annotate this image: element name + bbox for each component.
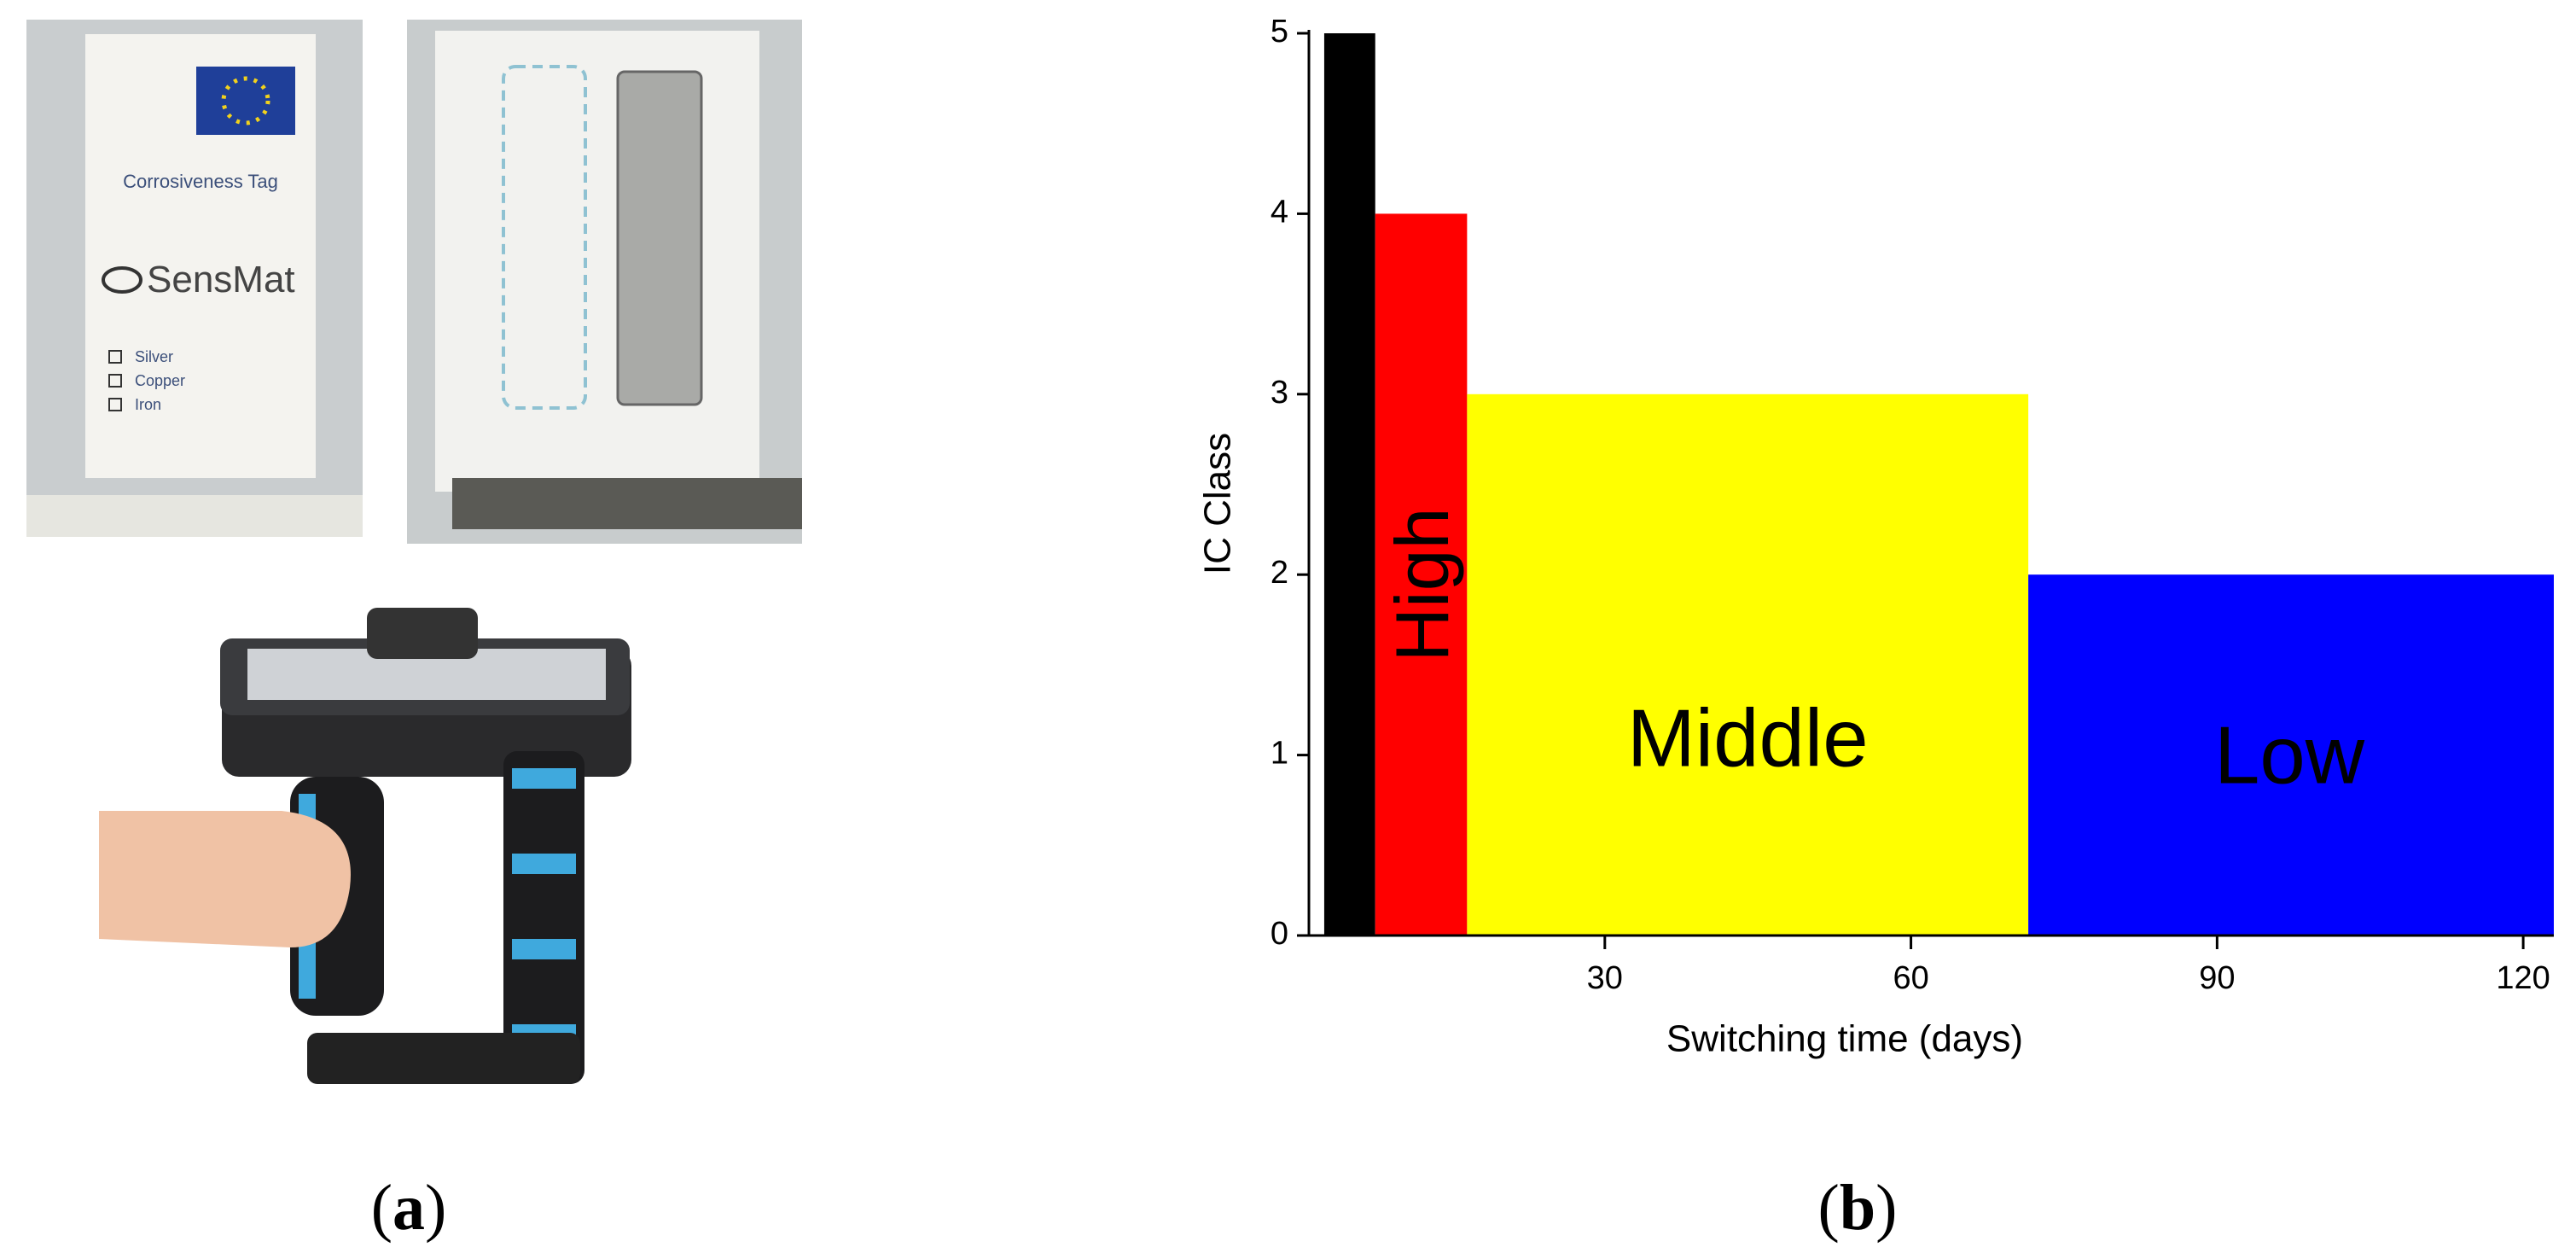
- tag-card: [435, 31, 759, 492]
- panel-label: (a): [371, 1172, 447, 1244]
- scanner-photo: [99, 608, 631, 1084]
- tag-option: Copper: [135, 372, 185, 389]
- bar: [1323, 33, 1375, 936]
- bar: [2028, 574, 2554, 936]
- chart: High Middle Low 0 1 2 3 4 5 30 60 90 120 Switching ti…: [1197, 14, 2554, 1060]
- panel-letter: b: [1840, 1172, 1875, 1244]
- bar-annotation: Low: [2214, 709, 2365, 801]
- tag-back-photo: [407, 20, 802, 544]
- y-tick-label: 1: [1271, 736, 1288, 772]
- x-axis-label: Switching time (days): [1666, 1018, 2023, 1060]
- tag-photo: Corrosiveness Tag SensMat Silver Copper Ir…: [26, 20, 363, 537]
- phone-clamp: [367, 608, 478, 659]
- bar-annotation: High: [1380, 508, 1464, 662]
- checkbox: [108, 374, 122, 388]
- x-tick-label: 60: [1893, 960, 1928, 996]
- y-tick-label: 3: [1271, 375, 1288, 411]
- checkbox: [108, 398, 122, 411]
- base: [307, 1033, 580, 1084]
- handle: [503, 751, 584, 1084]
- hand: [99, 811, 351, 947]
- y-tick-label: 0: [1271, 916, 1288, 952]
- bar-annotation: Middle: [1627, 692, 1869, 784]
- y-axis-label: IC Class: [1197, 433, 1239, 574]
- logo-eye: [102, 266, 142, 294]
- x-tick-label: 90: [2199, 960, 2235, 996]
- y-tick-label: 2: [1271, 555, 1288, 591]
- sensor-window: [616, 70, 703, 406]
- bar: [1467, 393, 2029, 936]
- y-tick-label: 5: [1271, 14, 1288, 50]
- x-tick-label: 120: [2496, 960, 2550, 996]
- handle-accent: [512, 768, 576, 789]
- bar: [1375, 213, 1468, 936]
- tag-options: Silver Copper Iron: [108, 348, 185, 413]
- panel-label: (b): [1818, 1172, 1898, 1244]
- ruler: [26, 495, 363, 537]
- x-tick-label: 30: [1587, 960, 1623, 996]
- tag-brand: SensMat: [147, 259, 295, 300]
- handle-accent: [512, 854, 576, 874]
- tag-option: Iron: [135, 396, 161, 413]
- tag-title: Corrosiveness Tag: [123, 171, 278, 192]
- tag-option: Silver: [135, 348, 173, 365]
- checkbox: [108, 350, 122, 364]
- ruler: [452, 478, 802, 529]
- handle-accent: [512, 939, 576, 959]
- eu-stars: [221, 76, 270, 125]
- y-tick-label: 4: [1271, 194, 1288, 230]
- panel-letter: a: [393, 1172, 425, 1244]
